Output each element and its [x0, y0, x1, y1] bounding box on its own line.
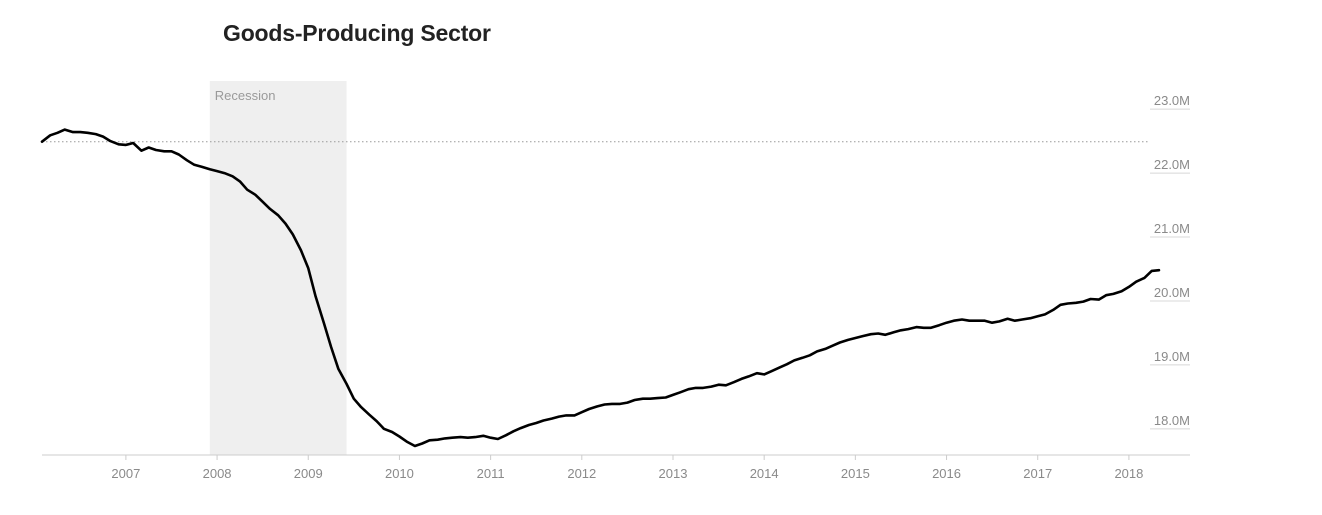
x-tick-label: 2008	[203, 466, 232, 481]
series-line	[40, 128, 1161, 448]
y-tick-label: 20.0M	[1154, 285, 1190, 300]
x-tick-label: 2016	[932, 466, 961, 481]
y-tick-label: 19.0M	[1154, 349, 1190, 364]
x-tick-label: 2013	[659, 466, 688, 481]
y-tick-label: 23.0M	[1154, 93, 1190, 108]
x-tick-label: 2015	[841, 466, 870, 481]
x-tick-label: 2017	[1023, 466, 1052, 481]
x-tick-label: 2010	[385, 466, 414, 481]
x-tick-label: 2011	[477, 466, 505, 481]
chart-title: Goods-Producing Sector	[223, 20, 491, 46]
x-tick-label: 2018	[1114, 466, 1143, 481]
y-tick-label: 21.0M	[1154, 221, 1190, 236]
y-tick-label: 22.0M	[1154, 157, 1190, 172]
x-tick-label: 2009	[294, 466, 323, 481]
recession-rect	[209, 81, 347, 455]
x-tick-label: 2012	[567, 466, 596, 481]
recession-band: Recession	[209, 81, 347, 455]
series-path	[40, 128, 1161, 448]
y-tick-label: 18.0M	[1154, 413, 1190, 428]
recession-label: Recession	[215, 88, 276, 103]
x-tick-label: 2007	[111, 466, 140, 481]
x-tick-label: 2014	[750, 466, 779, 481]
x-axis: 2007 2008 2009 2010 2011 2012 2013 2014 2015 2016…	[42, 454, 1190, 481]
y-axis: 23.0M 22.0M 21.0M 20.0M 19.0M 18.0M	[1150, 93, 1190, 430]
